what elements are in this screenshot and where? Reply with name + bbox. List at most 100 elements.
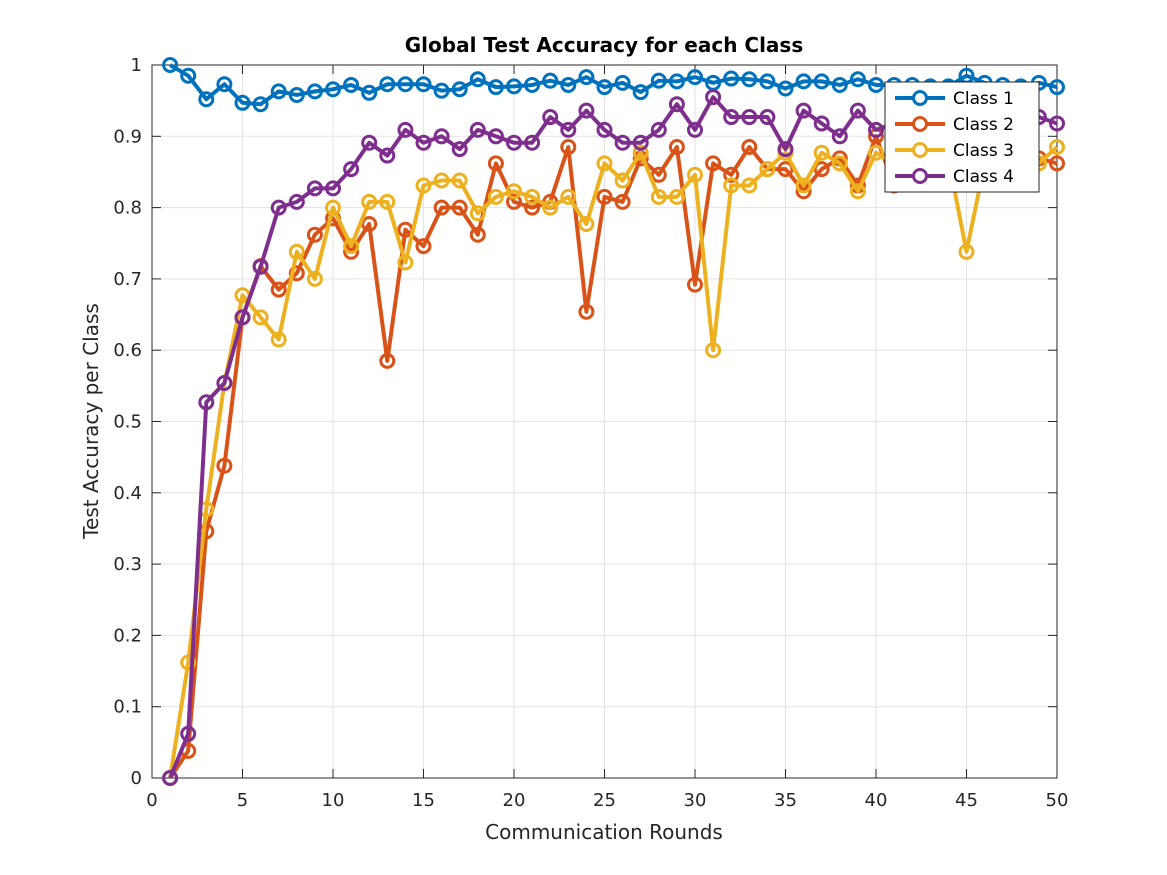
data-point xyxy=(614,74,631,91)
data-point xyxy=(288,86,305,103)
data-point xyxy=(433,199,450,216)
legend-label: Class 2 xyxy=(953,115,1014,135)
data-point xyxy=(849,71,866,88)
data-point xyxy=(506,134,522,151)
data-point xyxy=(741,138,758,155)
data-point xyxy=(813,115,830,132)
data-point xyxy=(668,138,685,155)
data-point xyxy=(560,76,577,93)
data-point xyxy=(1049,115,1065,132)
x-tick-label: 0 xyxy=(146,790,157,811)
legend-box xyxy=(884,81,1040,193)
data-point xyxy=(288,243,305,260)
data-point xyxy=(596,188,613,205)
data-point xyxy=(270,281,287,298)
x-axis-label: Communication Rounds xyxy=(485,820,723,844)
data-point xyxy=(252,96,269,113)
data-point xyxy=(1049,79,1065,96)
data-point xyxy=(415,134,432,151)
data-point xyxy=(813,161,830,178)
data-point xyxy=(723,70,740,87)
data-point xyxy=(379,147,396,164)
data-point xyxy=(415,177,432,194)
data-point xyxy=(777,80,794,97)
data-point xyxy=(687,166,703,183)
data-point xyxy=(795,73,812,90)
data-point xyxy=(741,71,758,88)
data-point xyxy=(415,76,432,93)
data-point xyxy=(379,76,396,93)
data-point xyxy=(759,109,776,126)
data-point xyxy=(813,144,830,161)
data-point xyxy=(578,303,595,320)
x-tick-label: 30 xyxy=(684,790,707,811)
data-point xyxy=(668,96,685,113)
data-point xyxy=(180,67,197,84)
data-point xyxy=(849,102,866,119)
x-tick-label: 25 xyxy=(593,790,616,811)
data-point xyxy=(306,226,323,243)
data-point xyxy=(252,258,269,275)
y-tick-label: 0.1 xyxy=(113,697,142,718)
data-point xyxy=(451,141,468,158)
data-point xyxy=(361,134,378,151)
data-point xyxy=(705,155,722,172)
x-tick-label: 15 xyxy=(412,790,435,811)
data-point xyxy=(469,71,486,88)
data-point xyxy=(216,76,233,93)
data-point xyxy=(795,177,812,194)
data-point xyxy=(759,161,776,178)
data-point xyxy=(596,121,613,138)
chart-title: Global Test Accuracy for each Class xyxy=(405,33,804,57)
data-point xyxy=(650,188,667,205)
data-point xyxy=(433,172,450,189)
data-point xyxy=(487,188,504,205)
data-point xyxy=(451,172,468,189)
data-point xyxy=(180,725,197,742)
data-point xyxy=(650,72,667,89)
data-point xyxy=(723,177,740,194)
data-point xyxy=(578,215,595,232)
data-point xyxy=(487,155,504,172)
data-point xyxy=(795,102,812,119)
x-tick-label: 5 xyxy=(237,790,248,811)
data-point xyxy=(162,57,179,73)
data-point xyxy=(234,309,251,326)
axes-frame xyxy=(151,64,1058,779)
data-point xyxy=(162,770,179,786)
data-point xyxy=(813,73,830,90)
data-point xyxy=(325,199,341,216)
legend-swatch-marker xyxy=(912,142,928,158)
data-point xyxy=(288,265,305,282)
y-tick-label: 0 xyxy=(131,768,142,789)
data-point xyxy=(506,193,522,210)
data-point xyxy=(668,73,685,90)
data-point xyxy=(469,226,486,243)
data-point xyxy=(687,69,703,86)
legend-swatch-marker xyxy=(912,116,928,132)
y-axis-label: Test Accuracy per Class xyxy=(79,303,103,540)
data-point xyxy=(868,144,884,161)
data-point xyxy=(379,193,396,210)
x-tick-label: 20 xyxy=(503,790,526,811)
data-point xyxy=(361,193,378,210)
data-point xyxy=(397,121,414,138)
data-point xyxy=(216,374,233,391)
y-tick-label: 0.3 xyxy=(113,554,142,575)
data-point xyxy=(759,73,776,90)
data-point xyxy=(741,109,758,126)
y-tick-label: 0.7 xyxy=(113,269,142,290)
data-point xyxy=(415,238,432,255)
y-tick-label: 1 xyxy=(131,55,142,76)
data-point xyxy=(650,121,667,138)
data-point xyxy=(723,109,740,126)
data-point xyxy=(506,183,522,200)
data-point xyxy=(379,352,396,369)
data-point xyxy=(234,94,251,111)
data-point xyxy=(705,342,722,359)
data-point xyxy=(831,128,848,145)
data-point xyxy=(325,180,341,197)
data-point xyxy=(180,654,197,671)
data-point xyxy=(777,141,794,158)
